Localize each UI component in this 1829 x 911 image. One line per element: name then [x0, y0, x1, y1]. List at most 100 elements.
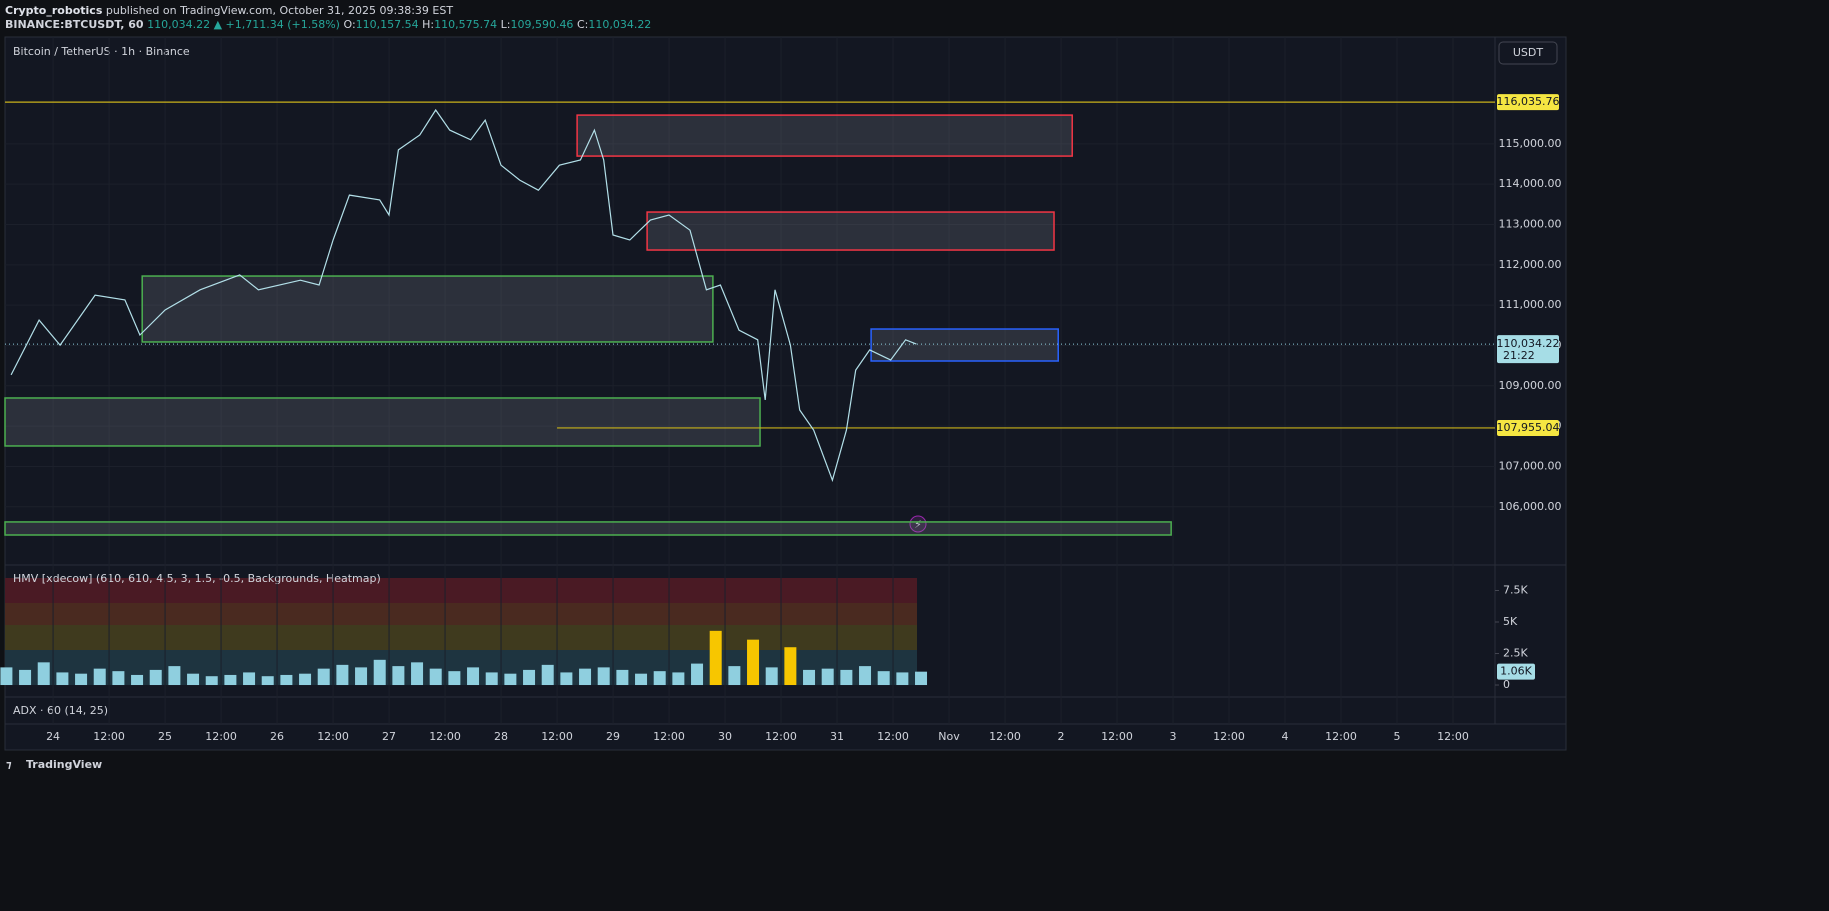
x-tick-label: 12:00: [1101, 730, 1133, 743]
zone: [870, 328, 1059, 362]
y-tick-label: 106,000.00: [1499, 500, 1562, 513]
brand: TradingView: [26, 758, 102, 771]
change: ▲ +1,711.34 (+1.58%): [214, 18, 340, 31]
x-tick-label: 29: [606, 730, 620, 743]
y-tick-label: 109,000.00: [1499, 379, 1562, 392]
level-tag: [1497, 94, 1559, 111]
volume-bar: [859, 666, 872, 686]
volume-bar: [112, 671, 125, 686]
last-price-tag: [1497, 335, 1559, 364]
header-line: Crypto_robotics published on TradingView…: [5, 4, 453, 17]
volume-bar: [205, 676, 218, 686]
zone: [646, 211, 1055, 251]
x-tick-label: 12:00: [653, 730, 685, 743]
x-tick-label: 2: [1058, 730, 1065, 743]
currency[interactable]: USDT: [1513, 46, 1544, 59]
volume-bar: [579, 668, 592, 686]
x-tick-label: 25: [158, 730, 172, 743]
last-volume-label: 1.06K: [1500, 665, 1532, 678]
ohlc-label: O:: [343, 18, 355, 31]
volume-bar: [747, 639, 760, 686]
heat-band: [5, 578, 917, 603]
volume-bar: [75, 673, 88, 686]
volume-bar: [355, 667, 368, 686]
volume-bar: [0, 667, 13, 686]
x-tick-label: 12:00: [93, 730, 125, 743]
volume-bar: [299, 673, 312, 686]
last: 110,034.22: [147, 18, 210, 31]
volume-bar: [803, 669, 816, 686]
x-tick-label: Nov: [938, 730, 960, 743]
volume-bar: [467, 667, 480, 686]
y-tick-label: 2.5K: [1503, 647, 1528, 660]
volume-bar: [149, 669, 162, 686]
currency-button[interactable]: [1498, 41, 1558, 65]
y-tick-label: 0: [1503, 678, 1510, 691]
x-tick-label: 12:00: [541, 730, 573, 743]
volume-bar: [691, 663, 704, 686]
volume-bar: [840, 669, 853, 686]
x-tick-label: 5: [1394, 730, 1401, 743]
alert-glyph[interactable]: ⚡: [914, 518, 922, 531]
volume-bar: [709, 630, 722, 686]
ohlc-value: 109,590.46: [510, 18, 573, 31]
volume-bar: [523, 669, 536, 686]
volume-bar: [504, 673, 517, 686]
y-tick-label: 112,000.00: [1499, 258, 1562, 271]
level-label: 116,035.76: [1497, 95, 1560, 108]
volume-bar: [93, 668, 106, 686]
ohlc-label: L:: [501, 18, 511, 31]
x-tick-label: 12:00: [1213, 730, 1245, 743]
volume-bar: [448, 671, 461, 686]
heat-band: [5, 603, 917, 625]
volume-bar: [373, 659, 386, 686]
volume-bar: [896, 672, 909, 686]
x-tick-label: 3: [1170, 730, 1177, 743]
zone: [4, 521, 1172, 536]
x-tick-label: 12:00: [1325, 730, 1357, 743]
published: published on TradingView.com, October 31…: [106, 4, 453, 17]
volume-bar: [243, 672, 256, 686]
y-tick-label: 113,000.00: [1499, 218, 1562, 231]
volume-bar: [280, 674, 293, 686]
x-tick-label: 12:00: [877, 730, 909, 743]
brand-logo: ⁊: [6, 758, 12, 771]
heat-band: [5, 625, 917, 650]
volume-bar: [131, 674, 144, 686]
symbol: BINANCE:BTCUSDT, 60: [5, 18, 144, 31]
indicator-title: HMV [xdecow] (610, 610, 4.5, 3, 1.5, -0.…: [13, 572, 381, 585]
volume-bar: [392, 666, 405, 686]
volume-bar: [616, 669, 629, 686]
ohlc-value: 110,157.54: [356, 18, 419, 31]
x-tick-label: 12:00: [317, 730, 349, 743]
volume-bar: [261, 676, 274, 686]
alert-icon[interactable]: [909, 515, 927, 533]
volume-bar: [560, 672, 573, 686]
level-tag: [1497, 419, 1559, 436]
volume-bar: [37, 662, 50, 686]
volume-bar: [224, 674, 237, 686]
volume-bar: [784, 647, 797, 686]
zone: [141, 275, 714, 343]
y-tick-label: 5K: [1503, 615, 1518, 628]
volume-bar: [635, 673, 648, 686]
ohlc-label: H:: [422, 18, 434, 31]
ohlc-label: C:: [577, 18, 588, 31]
ohlc-value: 110,034.22: [588, 18, 651, 31]
x-tick-label: 12:00: [429, 730, 461, 743]
volume-bar: [168, 666, 181, 686]
x-tick-label: 30: [718, 730, 732, 743]
x-tick-label: 12:00: [989, 730, 1021, 743]
volume-bar: [19, 669, 32, 686]
symbol-line: BINANCE:BTCUSDT, 60 110,034.22 ▲ +1,711.…: [5, 18, 651, 31]
volume-bar: [56, 672, 69, 686]
x-tick-label: 24: [46, 730, 60, 743]
x-tick-label: 12:00: [1437, 730, 1469, 743]
x-tick-label: 27: [382, 730, 396, 743]
level-label: 107,955.04: [1497, 421, 1560, 434]
zone: [576, 114, 1073, 157]
volume-bar: [187, 673, 200, 686]
volume-bar: [597, 667, 610, 686]
ohlc-value: 110,575.74: [434, 18, 497, 31]
